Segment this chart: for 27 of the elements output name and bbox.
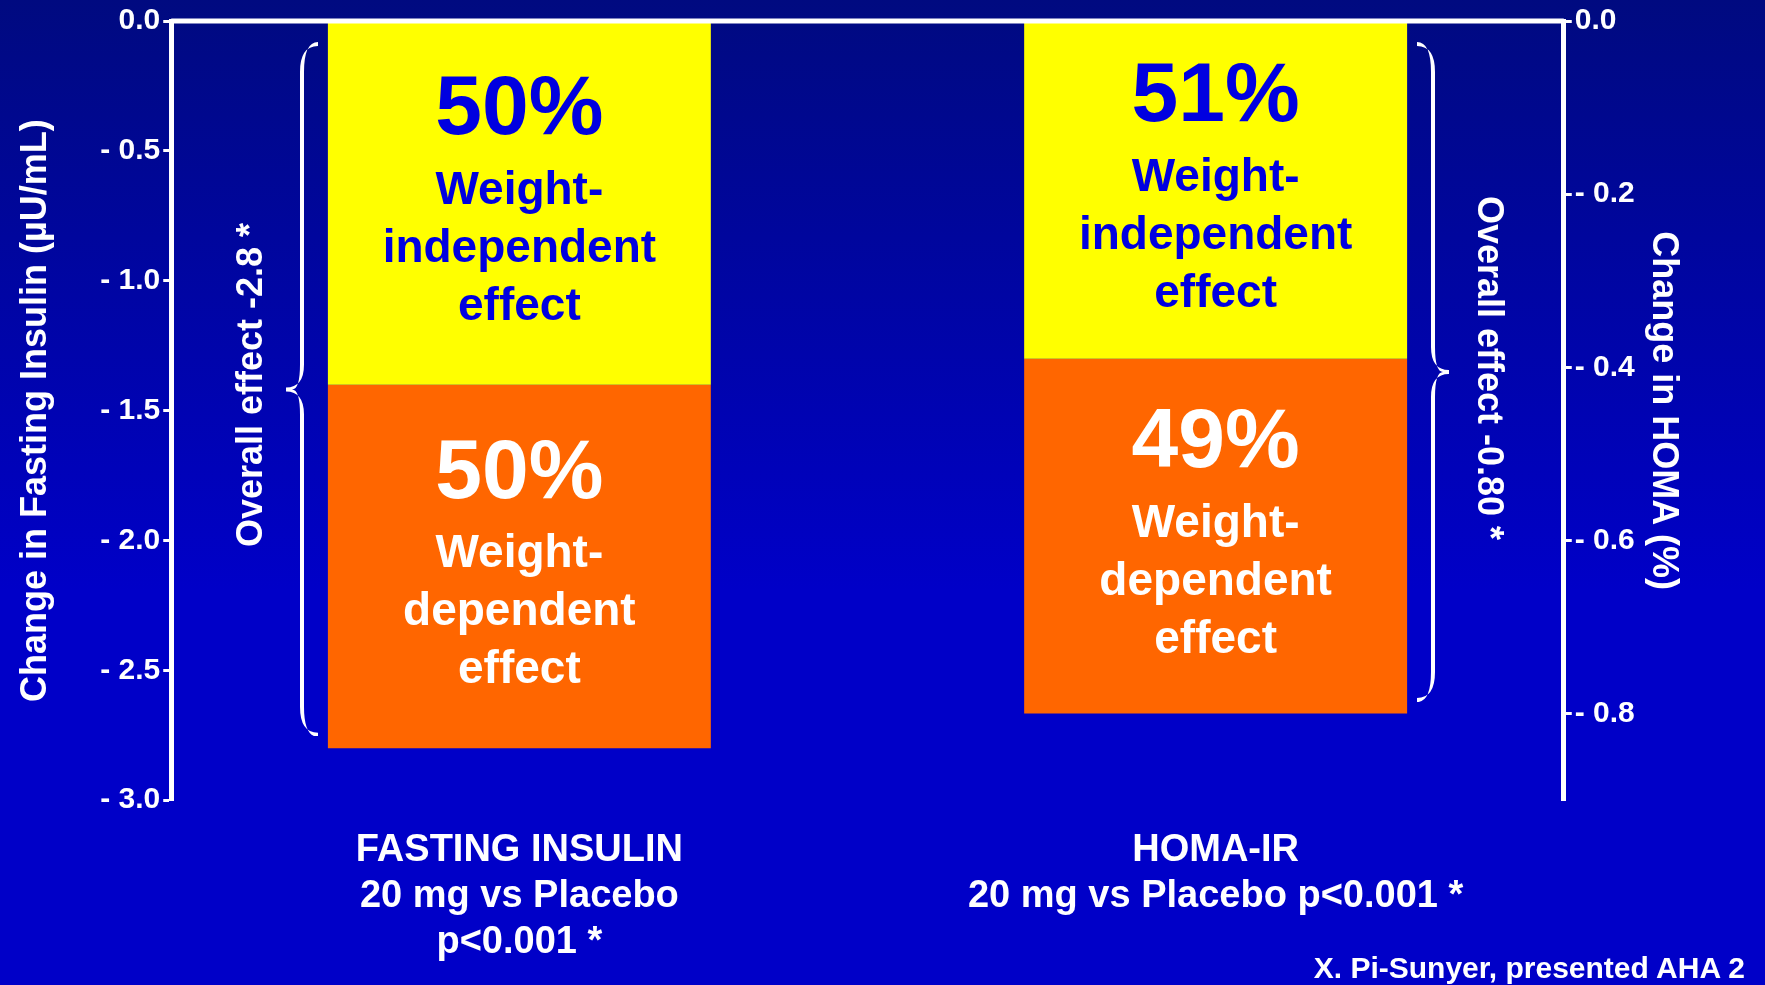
series-label: Weight-independent effect [382,161,657,330]
y2-tick-label: - 0.8 [1574,694,1635,728]
series-label: Weight-dependent effect [403,525,636,694]
series-label: Weight-dependent effect [1099,494,1332,663]
y-tick-label: - 1.0 [100,262,161,295]
x-tick-label: HOMA-IR 20 mg vs Placebo p<0.001 * [967,827,1464,916]
annotation: 49% [1131,391,1300,486]
y-axis-title: Change in Fasting Insulin (µU/mL) [12,119,54,702]
y-tick-label: - 2.0 [100,521,161,555]
y2-tick-label: - 0.4 [1574,348,1636,382]
y-tick-label: - 1.5 [100,391,161,425]
y2-axis-title: Change in HOMA (%) [1645,231,1687,590]
annotation: Overall effect -0.80 * [1469,195,1512,540]
y-tick-label: 0.0 [118,2,161,36]
x-tick-label: FASTING INSULIN 20 mg vs Placebo p<0.001 * [355,827,683,961]
series-label: Weight-independent effect [1078,148,1353,317]
y-tick-label: - 3.0 [100,781,161,815]
y-tick-label: - 2.5 [100,651,161,685]
y2-tick-label: 0.0 [1574,2,1617,36]
annotation: 50% [435,58,604,153]
annotation: 51% [1131,45,1300,140]
y-tick-label: - 0.5 [100,132,161,166]
annotation: Overall effect -2.8 * [228,222,271,547]
annotation: 50% [435,421,604,516]
y2-tick-label: - 0.6 [1574,521,1635,555]
y2-tick-label: - 0.2 [1574,175,1635,209]
text: X. Pi-Sunyer, presented AHA 2 [1313,951,1745,985]
